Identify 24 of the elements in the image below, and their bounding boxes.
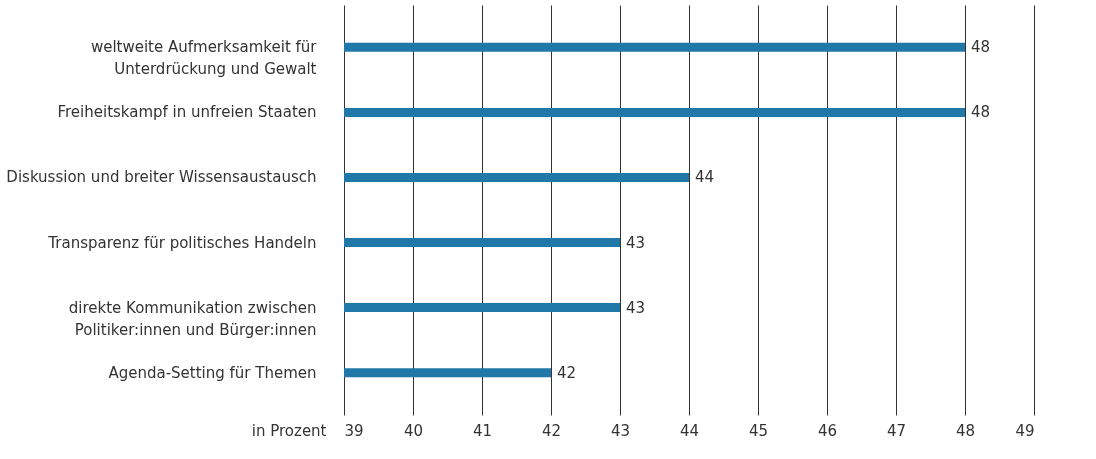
y-tick-label: Freiheitskampf in unfreien Staaten	[57, 103, 317, 122]
y-tick-label: Agenda-Setting für Themen	[108, 363, 317, 382]
x-tick-label: 41	[472, 421, 493, 440]
x-tick-label: 49	[1015, 421, 1035, 440]
x-tick-label: 47	[886, 421, 907, 440]
data-label: 44	[695, 168, 715, 187]
data-label: 48	[971, 103, 991, 122]
y-tick-label: Transparenz für politisches Handeln	[47, 233, 317, 252]
x-tick-label: 46	[817, 421, 838, 440]
y-tick-label: direkte Kommunikation zwischen Politiker:innen und Bürger:innen	[68, 298, 317, 339]
x-tick-label: 43	[610, 421, 631, 440]
x-axis-title: in Prozent	[251, 421, 327, 440]
data-label: 43	[626, 233, 646, 252]
data-label: 42	[557, 363, 577, 382]
y-tick-label: Diskussion und breiter Wissensaustausch	[6, 168, 317, 187]
x-tick-label: 45	[748, 421, 769, 440]
data-label: 48	[971, 38, 991, 57]
data-label: 43	[626, 298, 646, 317]
x-tick-label: 40	[403, 421, 424, 440]
x-tick-label: 48	[955, 421, 976, 440]
x-tick-label: 44	[679, 421, 700, 440]
y-tick-label: weltweite Aufmerksamkeit für Unterdrückung und Gewalt	[90, 38, 318, 79]
x-tick-label: 39	[344, 421, 364, 440]
x-tick-label: 42	[541, 421, 562, 440]
